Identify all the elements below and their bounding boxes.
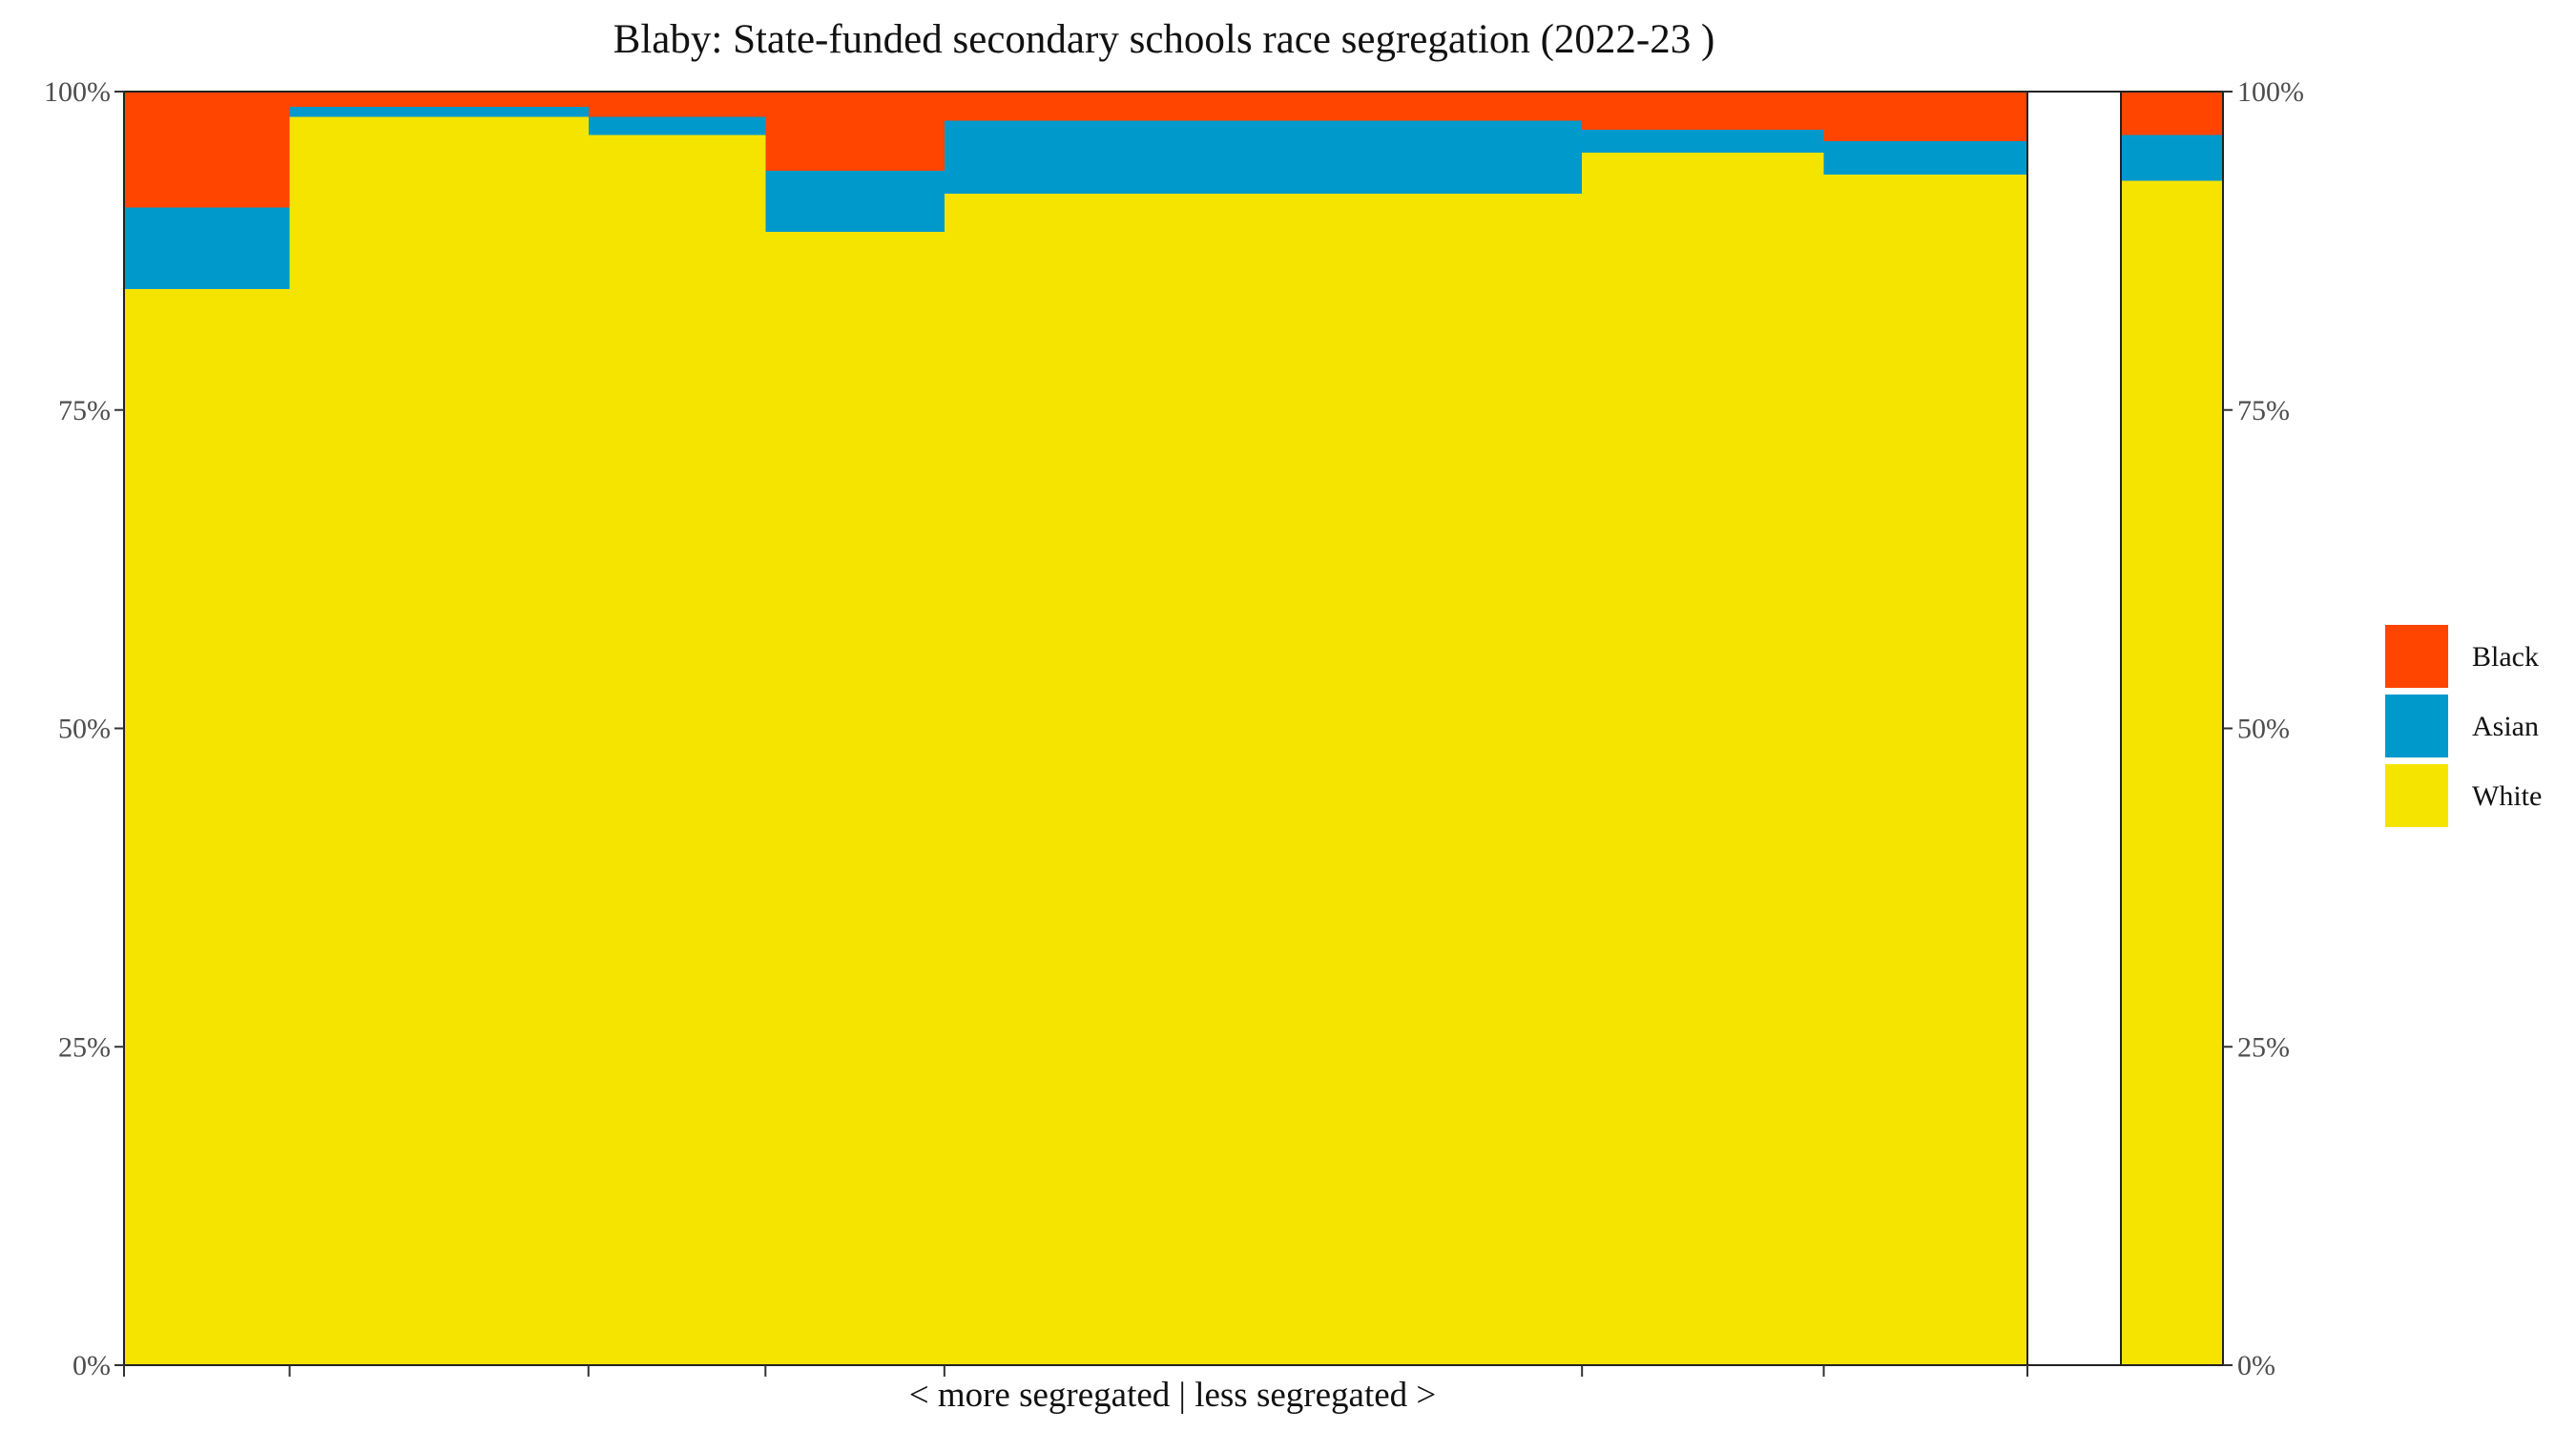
y-tick-label-right: 100% (2237, 76, 2304, 108)
y-tick-label-right: 0% (2237, 1350, 2275, 1381)
legend-label-white: White (2472, 780, 2542, 812)
all-schools-black-segment (2121, 92, 2223, 135)
school-4-asian-segment (765, 170, 945, 232)
y-tick-label-left: 0% (73, 1350, 111, 1381)
school-1-black-segment (124, 92, 291, 208)
y-axis-left: 0% 25% 50% 75% 100% (44, 76, 124, 1381)
all-schools-asian-segment (2121, 135, 2223, 181)
school-5-black-segment (944, 92, 1583, 121)
legend-label-asian: Asian (2472, 711, 2539, 742)
y-tick-label-right: 50% (2237, 714, 2290, 745)
school-7-white-segment (1823, 174, 2028, 1365)
x-axis (123, 1365, 2028, 1377)
chart-title: Blaby: State-funded secondary schools ra… (613, 17, 1715, 62)
school-3-asian-segment (588, 116, 766, 135)
y-tick-label-left: 50% (58, 714, 111, 745)
school-1-asian-segment (124, 207, 291, 289)
legend-swatch-black (2385, 625, 2448, 688)
school-7-asian-segment (1823, 141, 2028, 175)
school-3-white-segment (588, 135, 766, 1365)
school-4-black-segment (765, 92, 945, 171)
school-6-black-segment (1582, 92, 1825, 131)
y-tick-label-left: 25% (58, 1031, 111, 1063)
y-tick-label-right: 75% (2237, 395, 2290, 426)
y-tick-label-left: 100% (44, 76, 111, 108)
school-5-asian-segment (944, 120, 1583, 194)
school-3-black-segment (588, 92, 766, 117)
legend-swatch-white (2385, 764, 2448, 827)
legend: Black Asian White (2385, 625, 2542, 827)
y-axis-right: 0% 25% 50% 75% 100% (2223, 76, 2304, 1381)
school-1-white-segment (124, 288, 291, 1365)
school-2-asian-segment (289, 107, 590, 117)
x-axis-title: < more segregated | less segregated > (909, 1376, 1437, 1415)
legend-swatch-asian (2385, 695, 2448, 757)
y-tick-label-left: 75% (58, 395, 111, 426)
bars-layer (124, 92, 2223, 1366)
school-4-white-segment (765, 231, 945, 1366)
school-2-black-segment (289, 92, 590, 108)
school-7-black-segment (1823, 92, 2028, 142)
school-6-asian-segment (1582, 130, 1825, 154)
y-tick-label-right: 25% (2237, 1031, 2290, 1063)
all-schools-white-segment (2121, 180, 2223, 1366)
school-6-white-segment (1582, 153, 1825, 1366)
legend-label-black: Black (2472, 641, 2539, 673)
school-2-white-segment (289, 116, 590, 1366)
school-5-white-segment (944, 193, 1583, 1365)
